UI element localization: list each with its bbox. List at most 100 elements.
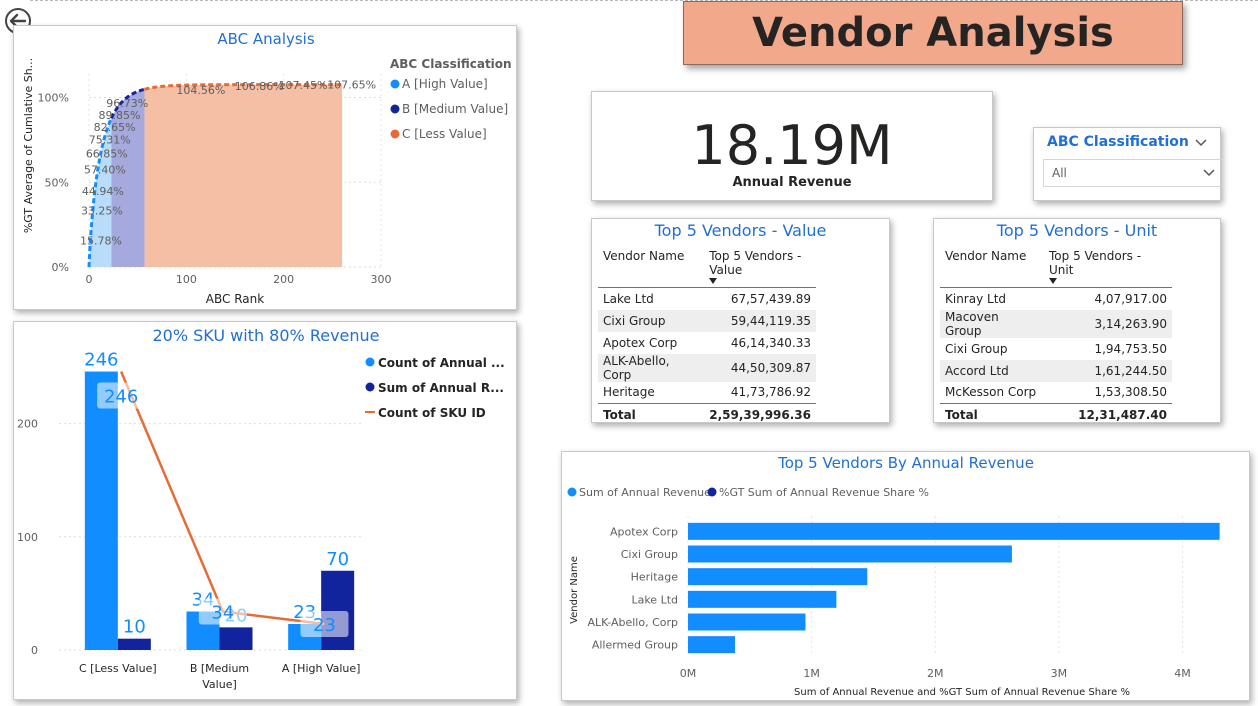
x-tick-label: B [Medium — [190, 662, 249, 675]
data-label: 246 — [84, 350, 118, 371]
kpi-label: Annual Revenue — [732, 175, 852, 190]
table-row[interactable]: Macoven Group 3,14,263.90 — [940, 309, 1172, 338]
table-row[interactable]: ALK-Abello, Corp 44,50,309.87 — [598, 353, 816, 382]
y-tick-label: 200 — [17, 418, 38, 431]
data-label: 96.73% — [106, 97, 148, 110]
bar — [688, 545, 1012, 563]
chevron-down-icon[interactable] — [1194, 136, 1208, 150]
top5-vendors-unit-card: Top 5 Vendors - Unit Vendor Name Top 5 V… — [933, 218, 1221, 426]
legend-label: Count of Annual ... — [378, 356, 505, 370]
column-header-sorted[interactable]: Top 5 Vendors - Value — [704, 247, 816, 288]
bar — [117, 638, 151, 650]
total-row: Total 2,59,39,996.36 — [598, 403, 816, 426]
line-label-bg — [97, 382, 146, 409]
x-tick-label: Value] — [202, 678, 237, 691]
chart-title: ABC Analysis — [217, 30, 315, 48]
legend-label: %GT Sum of Annual Revenue Share % — [719, 486, 929, 499]
top5-unit-table: Vendor Name Top 5 Vendors - Unit Kinray … — [940, 247, 1172, 426]
top5-value-table: Vendor Name Top 5 Vendors - Value Lake L… — [598, 247, 816, 426]
table-row[interactable]: McKesson Corp 1,53,308.50 — [945, 385, 1167, 400]
y-tick-label: ALK-Abello, Corp — [588, 616, 678, 629]
slicer-dropdown[interactable]: All — [1043, 159, 1223, 187]
top5-unit-title: Top 5 Vendors - Unit — [996, 221, 1158, 240]
y-tick-label: Allermed Group — [592, 639, 678, 652]
legend-label: Count of SKU ID — [378, 406, 486, 420]
kpi-card: 18.19M Annual Revenue — [591, 91, 993, 201]
abc-analysis-chart[interactable]: ABC Analysis 0% 50% 100% 0 100 200 300 ABC Rank%… — [14, 26, 518, 311]
x-tick-label: 100 — [176, 273, 197, 286]
bar — [219, 627, 253, 650]
table-row[interactable]: Apotex Corp 46,14,340.33 — [603, 335, 811, 350]
legend-marker — [567, 487, 577, 497]
data-label: 89.85% — [98, 109, 140, 122]
top5-vendors-value-card: Top 5 Vendors - Value Vendor Name Top 5 … — [591, 218, 890, 426]
legend-label: Sum of Annual R... — [378, 381, 504, 395]
legend-label: C [Less Value] — [402, 127, 487, 141]
line-data-label: 246 — [104, 387, 138, 408]
y-tick-label: Cixi Group — [621, 548, 678, 561]
area-c — [144, 84, 343, 267]
vendors-revenue-chart[interactable]: Top 5 Vendors By Annual Revenue Sum of An… — [562, 452, 1251, 702]
x-tick-label: 2M — [927, 667, 944, 680]
line-c — [144, 83, 343, 91]
column-header[interactable]: Vendor Name — [598, 247, 705, 288]
bar — [688, 613, 806, 631]
legend-marker — [390, 104, 400, 114]
page-title: Vendor Analysis — [683, 1, 1183, 65]
table-row[interactable]: Kinray Ltd 4,07,917.00 — [945, 291, 1167, 306]
y-tick-label: Heritage — [631, 571, 679, 584]
y-tick-label: 100 — [17, 531, 38, 544]
sort-desc-icon — [1049, 278, 1057, 284]
data-label: 104.56% — [176, 84, 225, 97]
legend-label: A [High Value] — [402, 77, 488, 91]
data-label: 33.25% — [81, 205, 123, 218]
line-a — [87, 117, 113, 268]
y-axis-label: %GT Average of Cumlative Sh... — [22, 58, 35, 233]
bar — [321, 570, 355, 650]
line-b — [110, 87, 145, 119]
x-tick-label: 1M — [803, 667, 820, 680]
data-label: 15.78% — [80, 234, 122, 247]
bar — [688, 590, 837, 608]
chart-title: Top 5 Vendors By Annual Revenue — [777, 454, 1034, 472]
line-label-bg — [300, 610, 349, 637]
slicer-value: All — [1052, 166, 1067, 180]
sku-revenue-card: 20% SKU with 80% Revenue 0 100 200 246 10 C [L… — [13, 321, 517, 700]
legend-title: ABC Classification — [390, 57, 512, 71]
y-tick-label: Lake Ltd — [631, 593, 678, 606]
line-data-label: 23 — [313, 615, 336, 636]
column-header-sorted[interactable]: Top 5 Vendors - Unit — [1044, 247, 1172, 288]
legend-marker — [365, 382, 375, 392]
kpi-value: 18.19M — [691, 114, 893, 177]
data-label: 66.85% — [86, 148, 128, 161]
x-axis-label: Sum of Annual Revenue and %GT Sum of Ann… — [794, 687, 1130, 698]
bar — [688, 568, 868, 586]
data-label: 82.65% — [94, 121, 136, 134]
x-tick-label: 0 — [86, 273, 93, 286]
table-row[interactable]: Cixi Group 59,44,119.35 — [598, 309, 816, 332]
data-label: 57.40% — [84, 164, 126, 177]
legend-label: Sum of Annual Revenue — [579, 486, 711, 499]
x-tick-label: 4M — [1174, 667, 1191, 680]
bar — [688, 636, 735, 654]
data-label: 44.94% — [82, 185, 124, 198]
y-tick-label: Apotex Corp — [610, 525, 678, 538]
table-row[interactable]: Heritage 41,73,786.92 — [603, 385, 811, 400]
y-axis-label: Vendor Name — [569, 556, 580, 624]
x-tick-label: 3M — [1051, 667, 1068, 680]
column-header[interactable]: Vendor Name — [940, 247, 1044, 288]
slicer-title: ABC Classification — [1047, 134, 1189, 150]
legend-marker — [365, 357, 375, 367]
table-row[interactable]: Accord Ltd 1,61,244.50 — [940, 359, 1172, 382]
table-row[interactable]: Cixi Group 1,94,753.50 — [945, 341, 1167, 356]
data-label: 10 — [123, 617, 146, 638]
area-b — [111, 89, 145, 267]
vendors-revenue-card: Top 5 Vendors By Annual Revenue Sum of An… — [561, 451, 1250, 701]
x-tick-label: A [High Value] — [282, 662, 361, 675]
dropdown-chevron-icon[interactable] — [1202, 166, 1216, 180]
data-label: 107.65% — [327, 79, 376, 92]
table-row[interactable]: Lake Ltd 67,57,439.89 — [603, 291, 811, 306]
sku-revenue-chart[interactable]: 20% SKU with 80% Revenue 0 100 200 246 10 C [L… — [14, 322, 518, 701]
abc-classification-slicer[interactable]: ABC Classification All — [1033, 127, 1223, 201]
legend-marker — [390, 79, 400, 89]
